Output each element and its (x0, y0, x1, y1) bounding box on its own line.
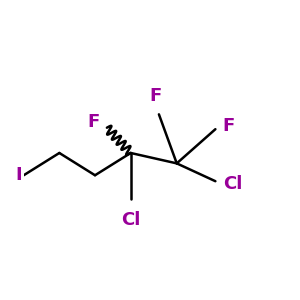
Text: F: F (150, 87, 162, 105)
Text: F: F (223, 117, 235, 135)
Text: I: I (16, 166, 22, 184)
Text: F: F (87, 113, 100, 131)
Text: Cl: Cl (121, 211, 140, 229)
Text: Cl: Cl (223, 175, 242, 193)
